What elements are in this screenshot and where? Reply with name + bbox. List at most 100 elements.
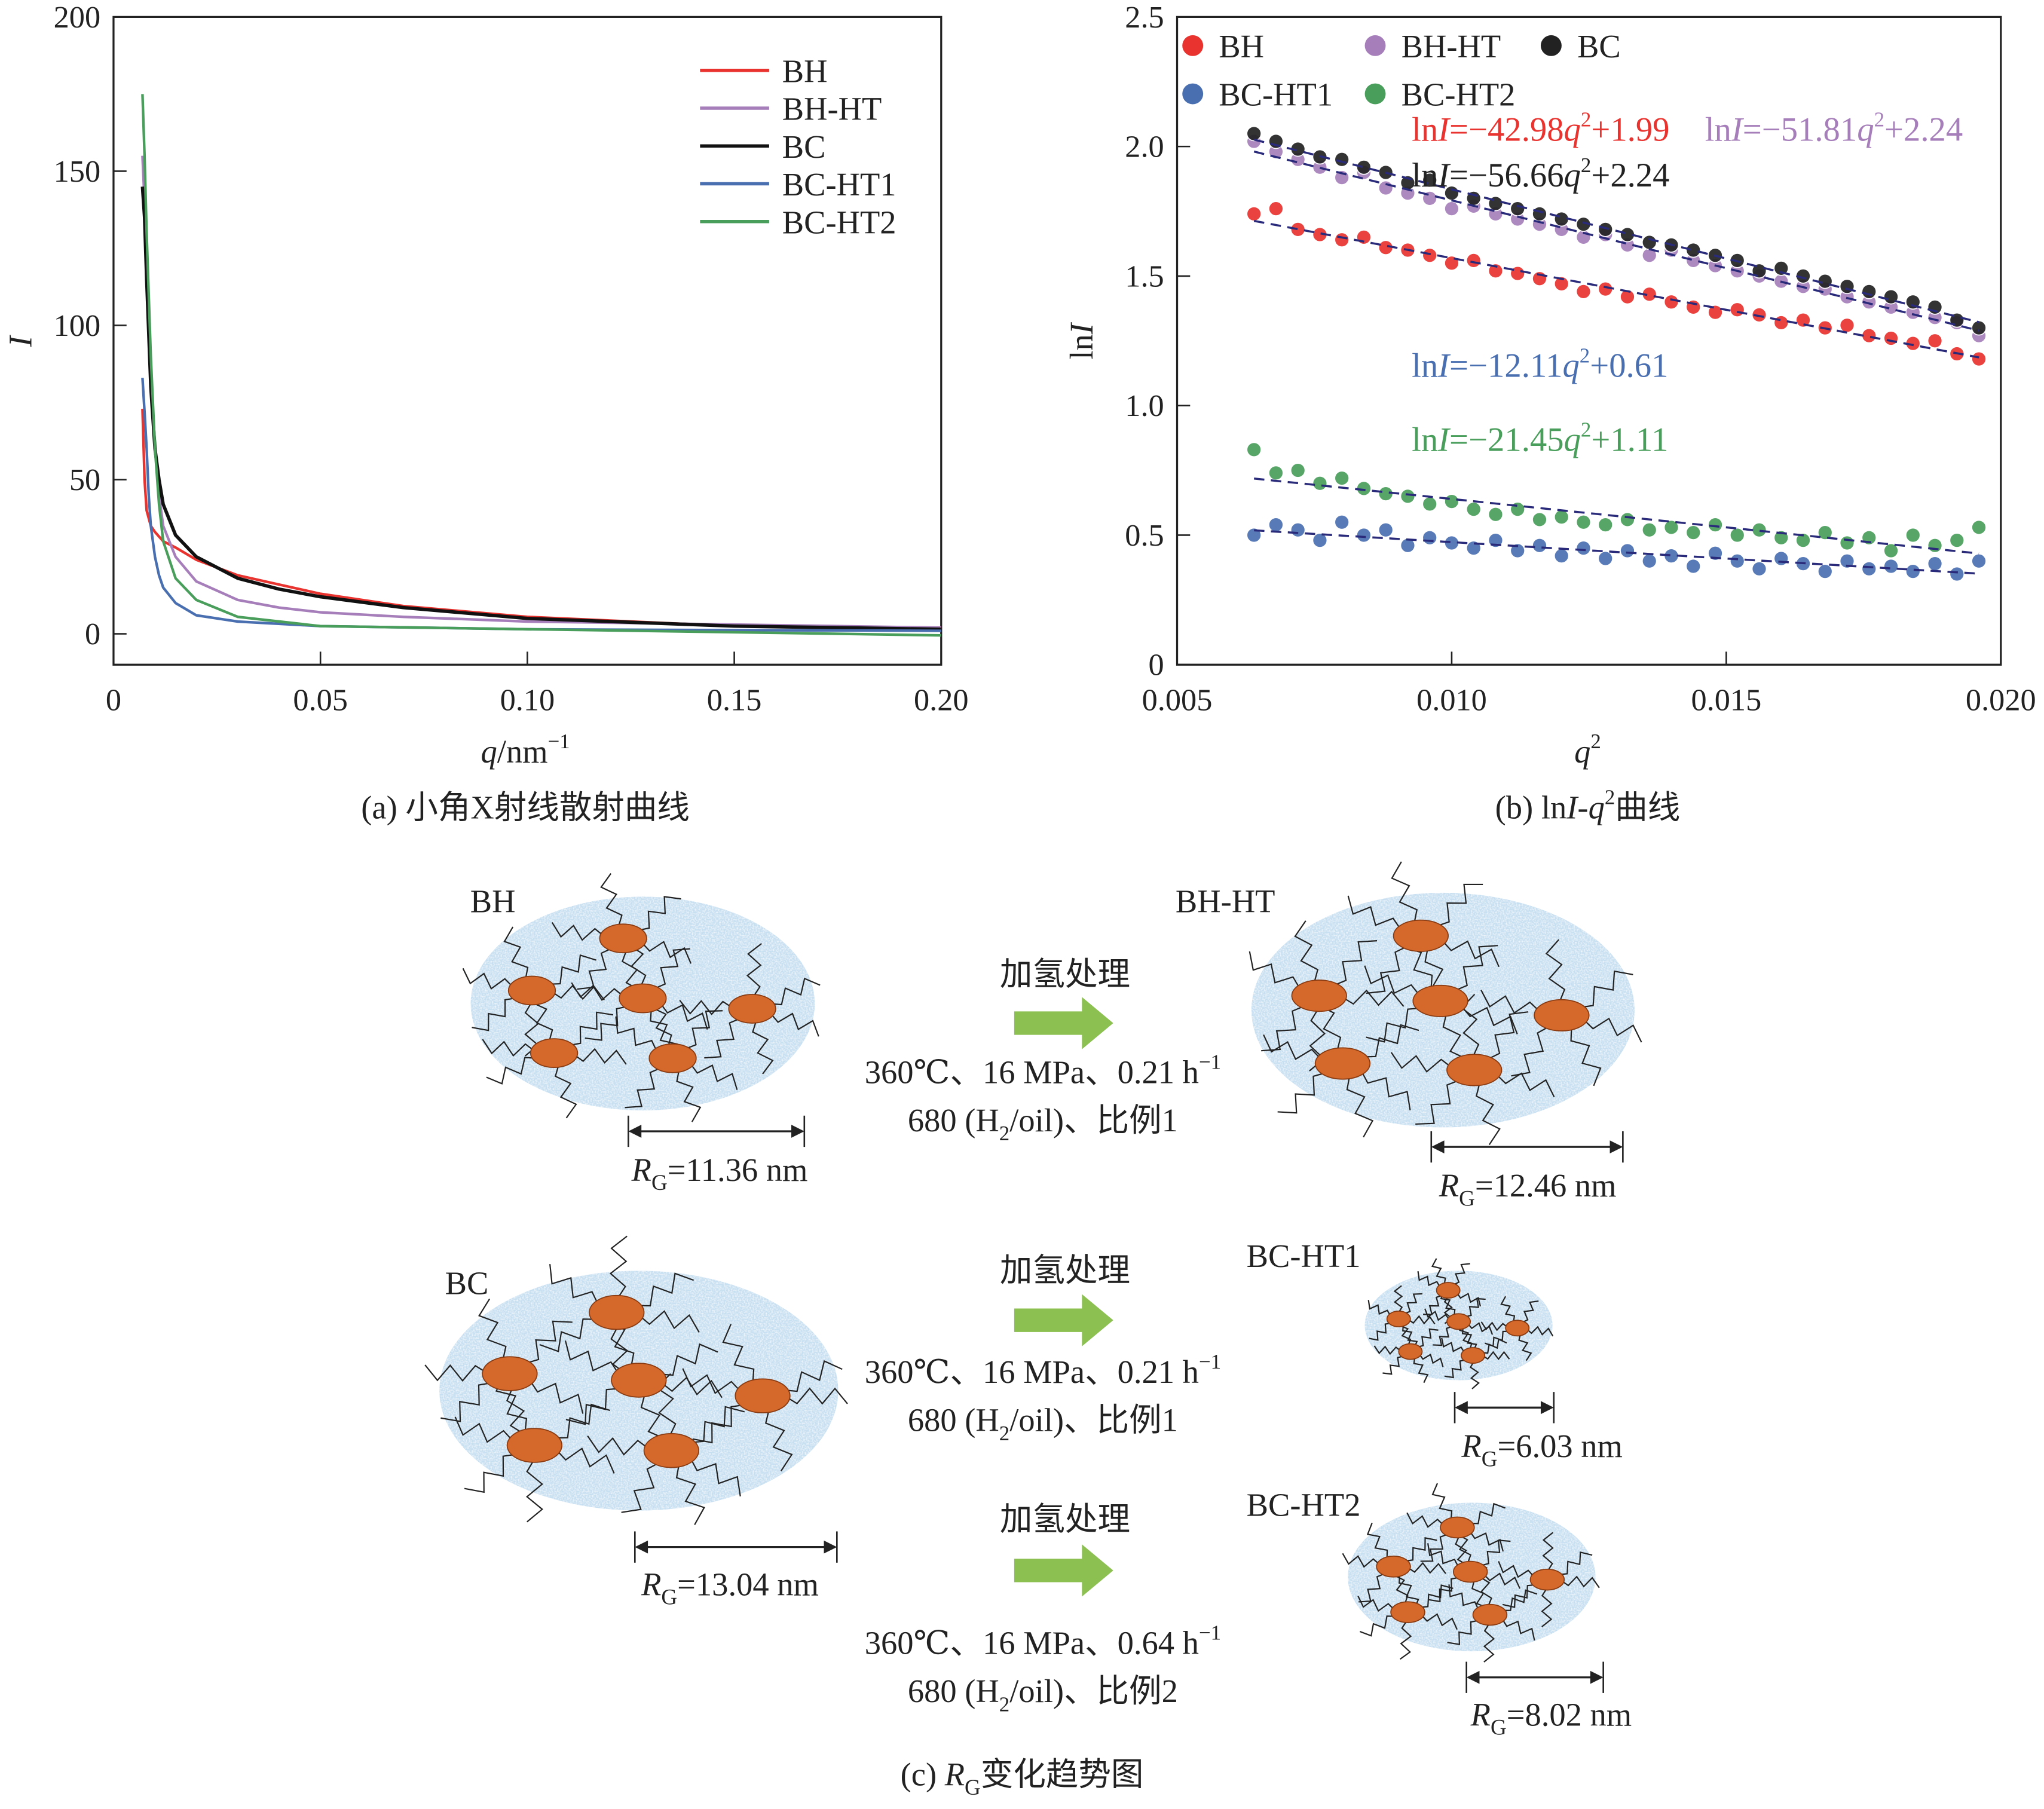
fit-equation-BC-HT2: lnI=−21.45q2+1.11 <box>1412 418 1668 459</box>
alkyl-chain <box>1480 1321 1508 1332</box>
alkyl-chain <box>1418 1584 1454 1608</box>
sample-label: BC-HT2 <box>1247 1486 1361 1523</box>
alkyl-chain <box>1418 1353 1444 1367</box>
data-point-BH-HT <box>1444 201 1459 217</box>
plot-frame <box>1176 16 2002 666</box>
alkyl-chain <box>769 1012 819 1037</box>
process-step: 加氢处理 360℃、16 MPa、0.64 h−1 680 (H2/oil)、比例2 <box>865 1501 1221 1716</box>
aromatic-core <box>1534 999 1590 1031</box>
y-tick-label: 2.5 <box>1125 0 1164 35</box>
data-point-BC-HT2 <box>1422 496 1438 512</box>
aromatic-core <box>506 1428 563 1463</box>
data-point-BC <box>1532 206 1547 222</box>
x-axis-label: q/nm−1 <box>481 730 570 770</box>
x-tick-label: 0 <box>106 683 121 718</box>
fit-line-BC-HT2 <box>1253 477 1979 555</box>
alkyl-chain <box>565 1387 622 1425</box>
legend-label: BC-HT2 <box>782 204 896 240</box>
legend-marker <box>1182 83 1204 105</box>
alkyl-chain <box>1444 1359 1467 1379</box>
y-tick-label: 1.0 <box>1125 388 1164 423</box>
data-point-BC-HT2 <box>1641 522 1657 538</box>
data-point-BC-HT1 <box>1839 553 1855 569</box>
alkyl-chain <box>547 954 597 985</box>
cluster-BC-HT1: BC-HT1 RG=6.03 nm <box>1247 1238 1623 1472</box>
alkyl-chain <box>609 1235 628 1300</box>
data-point-BC <box>1641 234 1657 250</box>
rg-value: RG=11.36 nm <box>631 1152 808 1195</box>
legend-label: BC-HT1 <box>1219 76 1333 113</box>
alkyl-chain <box>1277 1072 1327 1114</box>
alkyl-chain <box>528 1379 584 1414</box>
data-point-BC-HT1 <box>1861 561 1877 577</box>
data-point-BC-HT1 <box>1444 535 1459 551</box>
aromatic-core <box>1505 1320 1530 1337</box>
data-point-BC <box>1839 278 1855 295</box>
alkyl-chain <box>635 1272 694 1307</box>
aromatic-core <box>1446 1313 1471 1330</box>
data-point-BC-HT2 <box>1663 519 1679 535</box>
alkyl-chain <box>1413 1357 1429 1383</box>
process-ratio: 680 (H2/oil)、比例2 <box>908 1673 1178 1716</box>
alkyl-chain <box>572 1048 627 1065</box>
alkyl-chain <box>653 948 690 990</box>
data-point-BC <box>1598 221 1614 237</box>
alkyl-chain <box>600 873 623 928</box>
alkyl-chain <box>1373 1345 1402 1355</box>
data-point-BC-HT2 <box>1246 442 1262 458</box>
process-ratio: 680 (H2/oil)、比例1 <box>908 1102 1178 1145</box>
rg-value: RG=6.03 nm <box>1461 1428 1623 1471</box>
alkyl-chain <box>1406 1562 1446 1574</box>
rg-trend-diagram: BH RG=11.36 nm BH-HT RG=12.46 nm BC RG=13.04 … <box>424 861 1642 1740</box>
alkyl-chain <box>1431 1258 1446 1285</box>
alkyl-chain <box>782 1360 843 1392</box>
alkyl-chain <box>1403 1537 1437 1562</box>
aromatic-core <box>611 1363 667 1398</box>
fit-line-BH <box>1253 219 1979 359</box>
legend-label: BC <box>1577 28 1621 65</box>
alkyl-chain <box>1475 1082 1501 1146</box>
data-point-BH <box>1334 232 1350 248</box>
aromatic-core <box>728 994 776 1024</box>
legend-marker <box>1540 35 1562 56</box>
alkyl-chain <box>1427 1577 1461 1603</box>
cluster-BC: BC RG=13.04 nm <box>424 1235 848 1610</box>
data-point-BH-HT <box>1378 180 1394 196</box>
alkyl-chain <box>1403 1293 1423 1315</box>
data-point-BH <box>1465 253 1482 268</box>
alkyl-chain <box>1390 1052 1454 1073</box>
alkyl-chain <box>722 1324 755 1384</box>
data-point-BC-HT1 <box>1334 514 1350 530</box>
data-point-BH <box>1751 307 1767 323</box>
alkyl-chain <box>689 1406 745 1444</box>
chart-caption: (a) 小角X射线散射曲线 <box>361 789 690 826</box>
alkyl-chain <box>1369 1322 1392 1341</box>
data-point-BC <box>1861 284 1877 299</box>
alkyl-chain <box>1501 1589 1538 1611</box>
alkyl-chain <box>1464 1297 1486 1318</box>
legend-label: BH <box>1219 28 1264 65</box>
alkyl-chain <box>1366 1007 1422 1043</box>
alkyl-chain <box>1545 939 1566 1003</box>
alkyl-chain <box>704 1017 742 1059</box>
alkyl-chain <box>621 1461 661 1513</box>
aromatic-core <box>507 975 556 1006</box>
series-line-BC <box>140 186 941 631</box>
alkyl-chain <box>1332 940 1378 987</box>
aromatic-core <box>1529 1568 1565 1591</box>
data-point-BC-HT1 <box>1685 558 1702 574</box>
data-point-BC-HT2 <box>1465 501 1482 517</box>
diagram-caption: (c) RG变化趋势图 <box>901 1756 1144 1800</box>
data-point-BC-HT1 <box>1400 537 1416 553</box>
data-point-BC <box>1356 159 1372 175</box>
alkyl-chain <box>472 997 518 1031</box>
alkyl-chain <box>1420 1533 1449 1562</box>
fit-equation-BH: lnI=−42.98q2+1.99 <box>1412 108 1669 149</box>
sample-label: BC-HT1 <box>1247 1238 1361 1274</box>
alkyl-chain <box>1558 1551 1593 1575</box>
data-point-BC-HT2 <box>1751 522 1767 538</box>
alkyl-chain <box>784 1387 848 1405</box>
data-point-BC-HT2 <box>1334 470 1350 486</box>
data-point-BC-HT1 <box>1575 540 1592 556</box>
